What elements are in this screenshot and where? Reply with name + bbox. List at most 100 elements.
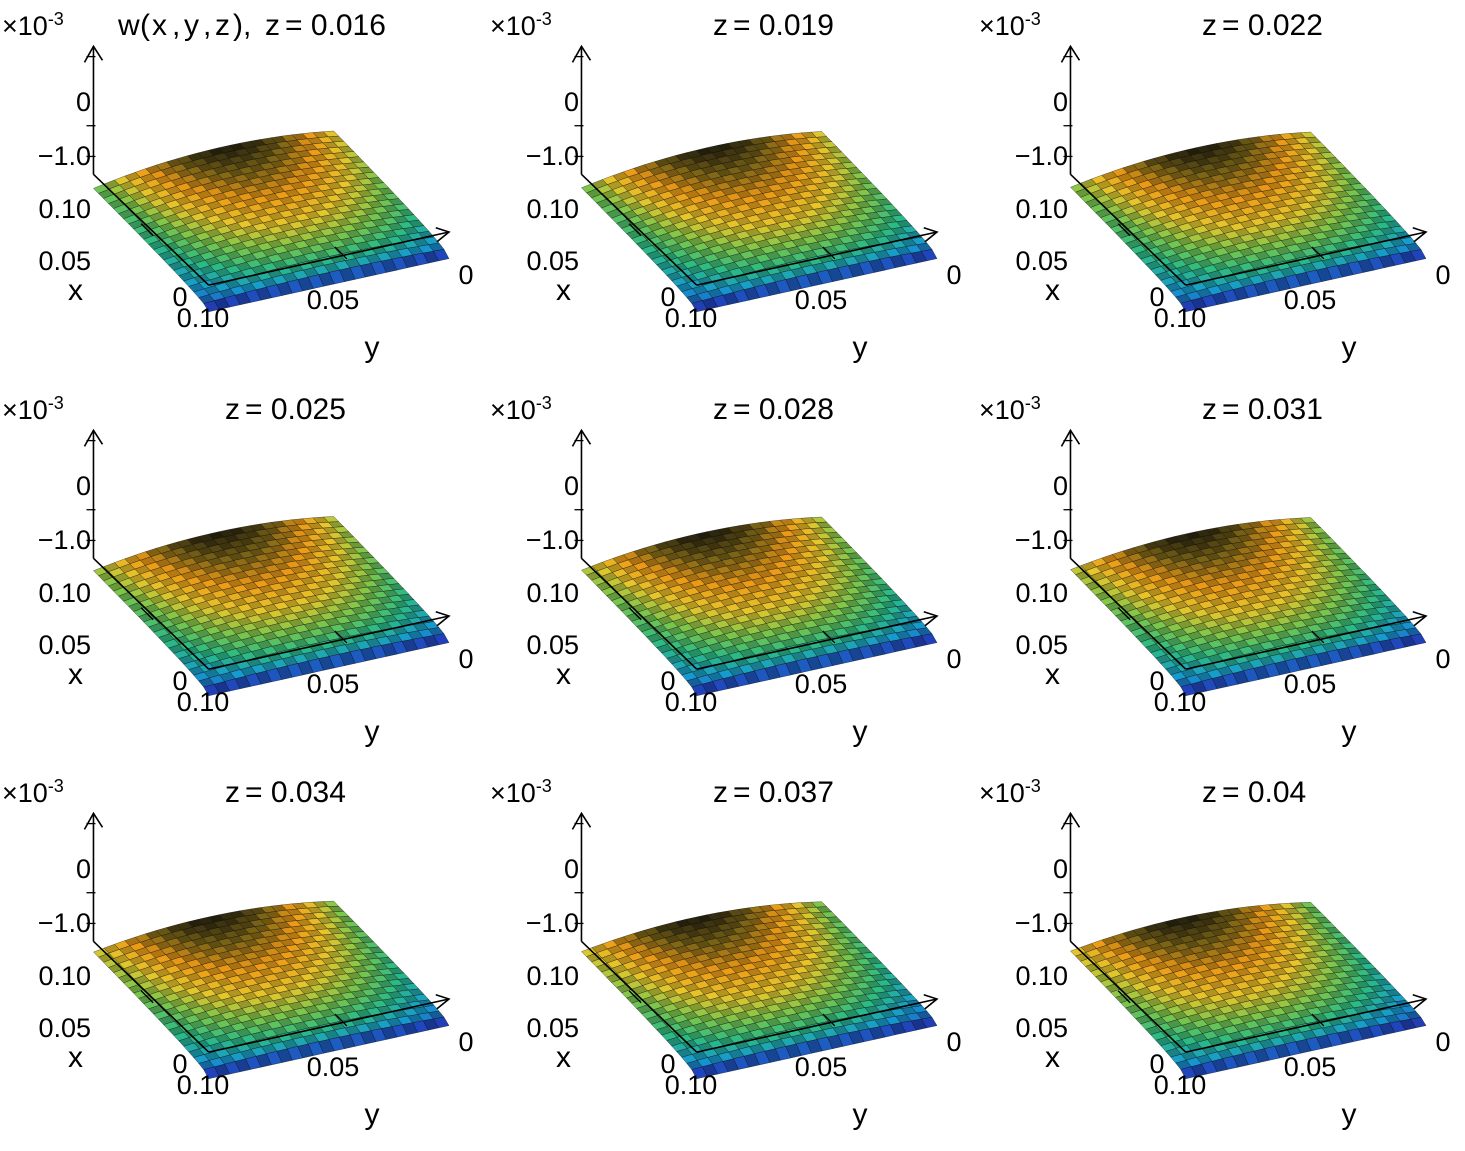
svg-text:−1.0: −1.0 [1014, 141, 1067, 171]
svg-text:y: y [853, 331, 868, 364]
svg-text:x: x [68, 274, 83, 307]
svg-text:0.10: 0.10 [527, 578, 580, 608]
svg-text:= 0.031: = 0.031 [1222, 393, 1323, 426]
svg-text:0.05: 0.05 [527, 630, 580, 660]
svg-text:y: y [853, 715, 868, 748]
svg-text:0: 0 [76, 854, 91, 884]
svg-text:0.10: 0.10 [1015, 961, 1068, 991]
svg-text:x: x [152, 9, 167, 42]
svg-text:0: 0 [1435, 260, 1450, 290]
svg-text:−1.0: −1.0 [38, 908, 91, 938]
svg-text:y: y [1341, 331, 1356, 364]
svg-text:,: , [203, 9, 211, 42]
svg-text:z: z [1202, 393, 1217, 426]
svg-text:0: 0 [947, 1027, 962, 1057]
svg-text:−1.0: −1.0 [38, 141, 91, 171]
svg-text:0: 0 [947, 260, 962, 290]
svg-text:0.05: 0.05 [1015, 1013, 1068, 1043]
svg-text:= 0.04: = 0.04 [1222, 776, 1306, 809]
svg-text:−1.0: −1.0 [38, 525, 91, 555]
svg-text:0.10: 0.10 [527, 194, 580, 224]
svg-text:z: z [713, 776, 728, 809]
svg-text:y: y [365, 1098, 380, 1131]
svg-text:0.05: 0.05 [795, 1052, 848, 1082]
svg-text:0.10: 0.10 [1154, 1070, 1207, 1100]
svg-text:0.05: 0.05 [527, 1013, 580, 1043]
svg-text:= 0.022: = 0.022 [1222, 9, 1323, 42]
svg-text:0: 0 [564, 87, 579, 117]
svg-text:0: 0 [1435, 644, 1450, 674]
svg-text:= 0.034: = 0.034 [245, 776, 346, 809]
svg-text:0: 0 [1053, 87, 1068, 117]
svg-text:0.10: 0.10 [665, 1070, 718, 1100]
svg-text:0: 0 [458, 644, 473, 674]
svg-text:= 0.016: = 0.016 [285, 9, 386, 42]
svg-text:y: y [853, 1098, 868, 1131]
svg-text:0: 0 [458, 1027, 473, 1057]
svg-text:0: 0 [458, 260, 473, 290]
svg-text:−1.0: −1.0 [1014, 525, 1067, 555]
svg-text:0.05: 0.05 [1284, 1052, 1337, 1082]
svg-text:= 0.025: = 0.025 [245, 393, 346, 426]
svg-text:0: 0 [76, 471, 91, 501]
svg-text:0: 0 [564, 471, 579, 501]
svg-text:−1.0: −1.0 [526, 908, 579, 938]
svg-text:0.10: 0.10 [665, 687, 718, 717]
svg-text:0: 0 [947, 644, 962, 674]
svg-text:x: x [1045, 274, 1060, 307]
svg-text:0.05: 0.05 [1015, 246, 1068, 276]
svg-text:y: y [1341, 715, 1356, 748]
svg-text:z: z [1202, 776, 1217, 809]
svg-text:0.05: 0.05 [307, 1052, 360, 1082]
svg-text:0.10: 0.10 [177, 1070, 230, 1100]
svg-text:0.10: 0.10 [1154, 687, 1207, 717]
svg-text:x: x [556, 1041, 571, 1074]
svg-text:x: x [68, 1041, 83, 1074]
svg-text:x: x [1045, 658, 1060, 691]
svg-text:x: x [1045, 1041, 1060, 1074]
svg-text:x: x [68, 658, 83, 691]
svg-text:x: x [556, 274, 571, 307]
svg-text:0.05: 0.05 [795, 285, 848, 315]
svg-text:= 0.019: = 0.019 [733, 9, 834, 42]
svg-text:0.10: 0.10 [527, 961, 580, 991]
svg-text:0.10: 0.10 [177, 303, 230, 333]
svg-text:0.05: 0.05 [1284, 669, 1337, 699]
svg-text:0.05: 0.05 [527, 246, 580, 276]
svg-text:0.10: 0.10 [177, 687, 230, 717]
svg-text:0.05: 0.05 [307, 669, 360, 699]
svg-text:x: x [556, 658, 571, 691]
svg-text:0.10: 0.10 [1154, 303, 1207, 333]
svg-text:0.10: 0.10 [38, 194, 91, 224]
svg-text:−1.0: −1.0 [526, 525, 579, 555]
svg-text:0: 0 [1435, 1027, 1450, 1057]
svg-text:= 0.028: = 0.028 [733, 393, 834, 426]
svg-text:z: z [713, 9, 728, 42]
svg-text:z: z [1202, 9, 1217, 42]
svg-text:w: w [117, 9, 140, 42]
svg-text:y: y [184, 9, 199, 42]
svg-text:y: y [365, 715, 380, 748]
svg-text:−1.0: −1.0 [526, 141, 579, 171]
svg-text:z: z [713, 393, 728, 426]
svg-text:0: 0 [1053, 854, 1068, 884]
svg-text:z: z [265, 9, 280, 42]
svg-text:0: 0 [1053, 471, 1068, 501]
svg-text:0.10: 0.10 [38, 961, 91, 991]
svg-text:0.10: 0.10 [1015, 578, 1068, 608]
svg-text:0.05: 0.05 [795, 669, 848, 699]
svg-text:,: , [172, 9, 180, 42]
svg-text:z: z [225, 393, 240, 426]
svg-text:y: y [1341, 1098, 1356, 1131]
svg-text:0.05: 0.05 [38, 630, 91, 660]
svg-text:0.10: 0.10 [665, 303, 718, 333]
svg-text:0.10: 0.10 [1015, 194, 1068, 224]
svg-text:0: 0 [564, 854, 579, 884]
svg-text:y: y [365, 331, 380, 364]
svg-text:(: ( [140, 9, 150, 42]
svg-text:0: 0 [76, 87, 91, 117]
svg-text:0.05: 0.05 [1015, 630, 1068, 660]
svg-text:0.05: 0.05 [38, 246, 91, 276]
svg-text:−1.0: −1.0 [1014, 908, 1067, 938]
svg-text:0.10: 0.10 [38, 578, 91, 608]
